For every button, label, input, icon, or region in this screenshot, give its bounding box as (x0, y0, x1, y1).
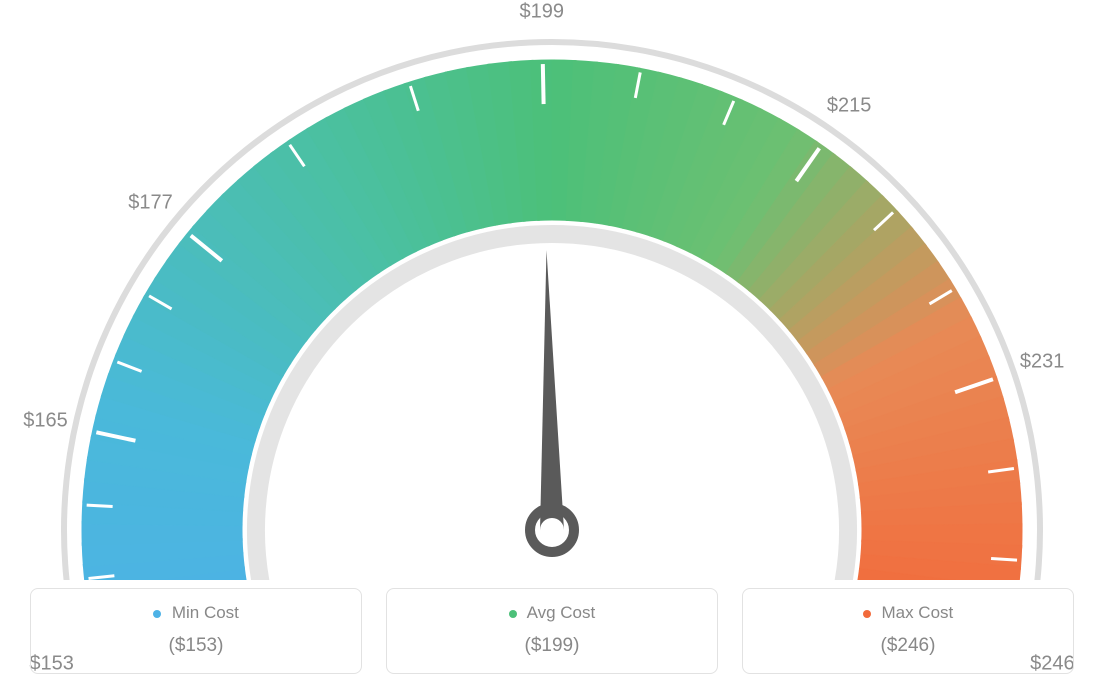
gauge-tick-label: $215 (827, 94, 872, 117)
gauge-area: $153$165$177$199$215$231$246 (0, 0, 1104, 580)
legend-min: Min Cost ($153) (30, 588, 362, 674)
legend-max-label-text: Max Cost (881, 603, 953, 622)
legend-min-value: ($153) (31, 635, 361, 657)
legend-max-label: Max Cost (743, 603, 1073, 623)
legend-min-label: Min Cost (31, 603, 361, 623)
legend-avg-dot (509, 610, 517, 618)
gauge-tick-label: $231 (1020, 351, 1065, 374)
gauge-tick-label: $199 (520, 1, 565, 24)
legend-avg-label: Avg Cost (387, 603, 717, 623)
cost-gauge-chart: $153$165$177$199$215$231$246 Min Cost ($… (0, 0, 1104, 690)
gauge-tick-label: $165 (23, 410, 68, 433)
gauge-tick-label: $177 (128, 191, 173, 214)
legend-max: Max Cost ($246) (742, 588, 1074, 674)
legend-max-dot (863, 610, 871, 618)
legend-avg: Avg Cost ($199) (386, 588, 718, 674)
legend-max-value: ($246) (743, 635, 1073, 657)
legend-min-dot (153, 610, 161, 618)
legend-avg-value: ($199) (387, 635, 717, 657)
legend-row: Min Cost ($153) Avg Cost ($199) Max Cost… (30, 588, 1074, 674)
legend-min-label-text: Min Cost (172, 603, 239, 622)
gauge-svg (0, 0, 1104, 580)
legend-avg-label-text: Avg Cost (527, 603, 596, 622)
